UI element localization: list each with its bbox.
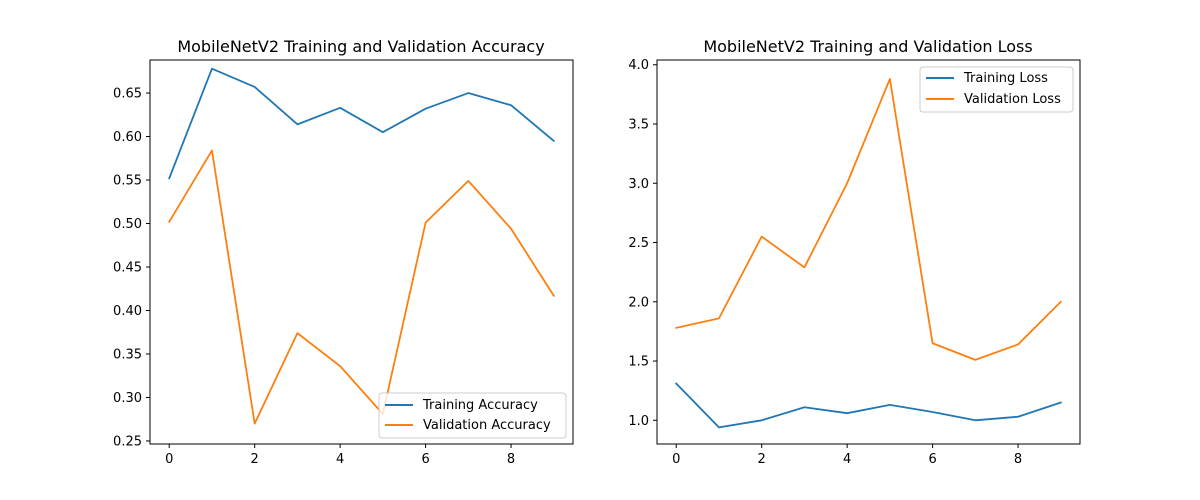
legend: Training Loss Validation Loss — [919, 66, 1074, 113]
y-tick-label: 0.65 — [113, 87, 142, 102]
x-tick-label: 6 — [421, 452, 429, 467]
accuracy-chart: MobileNetV2 Training and Validation Accu… — [113, 37, 574, 467]
x-tick-label: 8 — [1014, 452, 1022, 467]
y-tick-label: 0.45 — [113, 261, 142, 276]
legend-label-training-accuracy: Training Accuracy — [422, 398, 538, 413]
plot-area: 0 2 4 6 8 0.25 0.30 0.35 0.40 0.45 0.50 0.55 0.60 0.6… — [113, 67, 556, 467]
y-tick-label: 1.5 — [628, 355, 649, 370]
loss-chart: MobileNetV2 Training and Validation Loss… — [628, 37, 1081, 467]
legend: Training Accuracy Validation Accuracy — [378, 392, 567, 439]
x-tick-label: 2 — [251, 452, 259, 467]
x-tick-label: 0 — [672, 452, 680, 467]
series-line-validation-loss — [675, 78, 1063, 361]
x-tick-label: 2 — [758, 452, 766, 467]
x-tick-label: 0 — [165, 452, 173, 467]
x-tick-label: 6 — [928, 452, 936, 467]
x-tick-label: 4 — [843, 452, 851, 467]
y-tick-label: 0.60 — [113, 130, 142, 145]
y-tick-label: 2.0 — [628, 295, 649, 310]
legend-label-training-loss: Training Loss — [963, 71, 1048, 86]
x-tick-label: 4 — [336, 452, 344, 467]
y-tick-label: 0.25 — [113, 434, 142, 449]
y-tick-label: 2.5 — [628, 236, 649, 251]
y-tick-label: 0.50 — [113, 217, 142, 232]
y-tick-label: 0.30 — [113, 391, 142, 406]
y-tick-label: 1.0 — [628, 414, 649, 429]
series-line-training-loss — [674, 382, 1062, 429]
y-tick-label: 3.0 — [628, 177, 649, 192]
y-tick-label: 0.55 — [113, 174, 142, 189]
series-line-validation-accuracy — [167, 149, 556, 425]
y-tick-label: 0.35 — [113, 347, 142, 362]
series-line-training-accuracy — [168, 67, 556, 180]
legend-box — [919, 66, 1074, 113]
legend-label-validation-accuracy: Validation Accuracy — [423, 418, 551, 433]
legend-box — [378, 392, 567, 439]
chart-title: MobileNetV2 Training and Validation Loss — [703, 37, 1032, 56]
y-tick-label: 3.5 — [628, 118, 649, 133]
chart-title: MobileNetV2 Training and Validation Accu… — [177, 37, 544, 56]
y-tick-label: 4.0 — [628, 58, 649, 73]
y-tick-label: 0.40 — [113, 304, 142, 319]
legend-label-validation-loss: Validation Loss — [964, 92, 1061, 107]
x-tick-label: 8 — [507, 452, 515, 467]
plot-area: 0 2 4 6 8 1.0 1.5 2.0 2.5 3.0 3.5 4.0 — [628, 58, 1063, 467]
axes-frame — [656, 59, 1081, 445]
axes-frame — [149, 59, 574, 445]
